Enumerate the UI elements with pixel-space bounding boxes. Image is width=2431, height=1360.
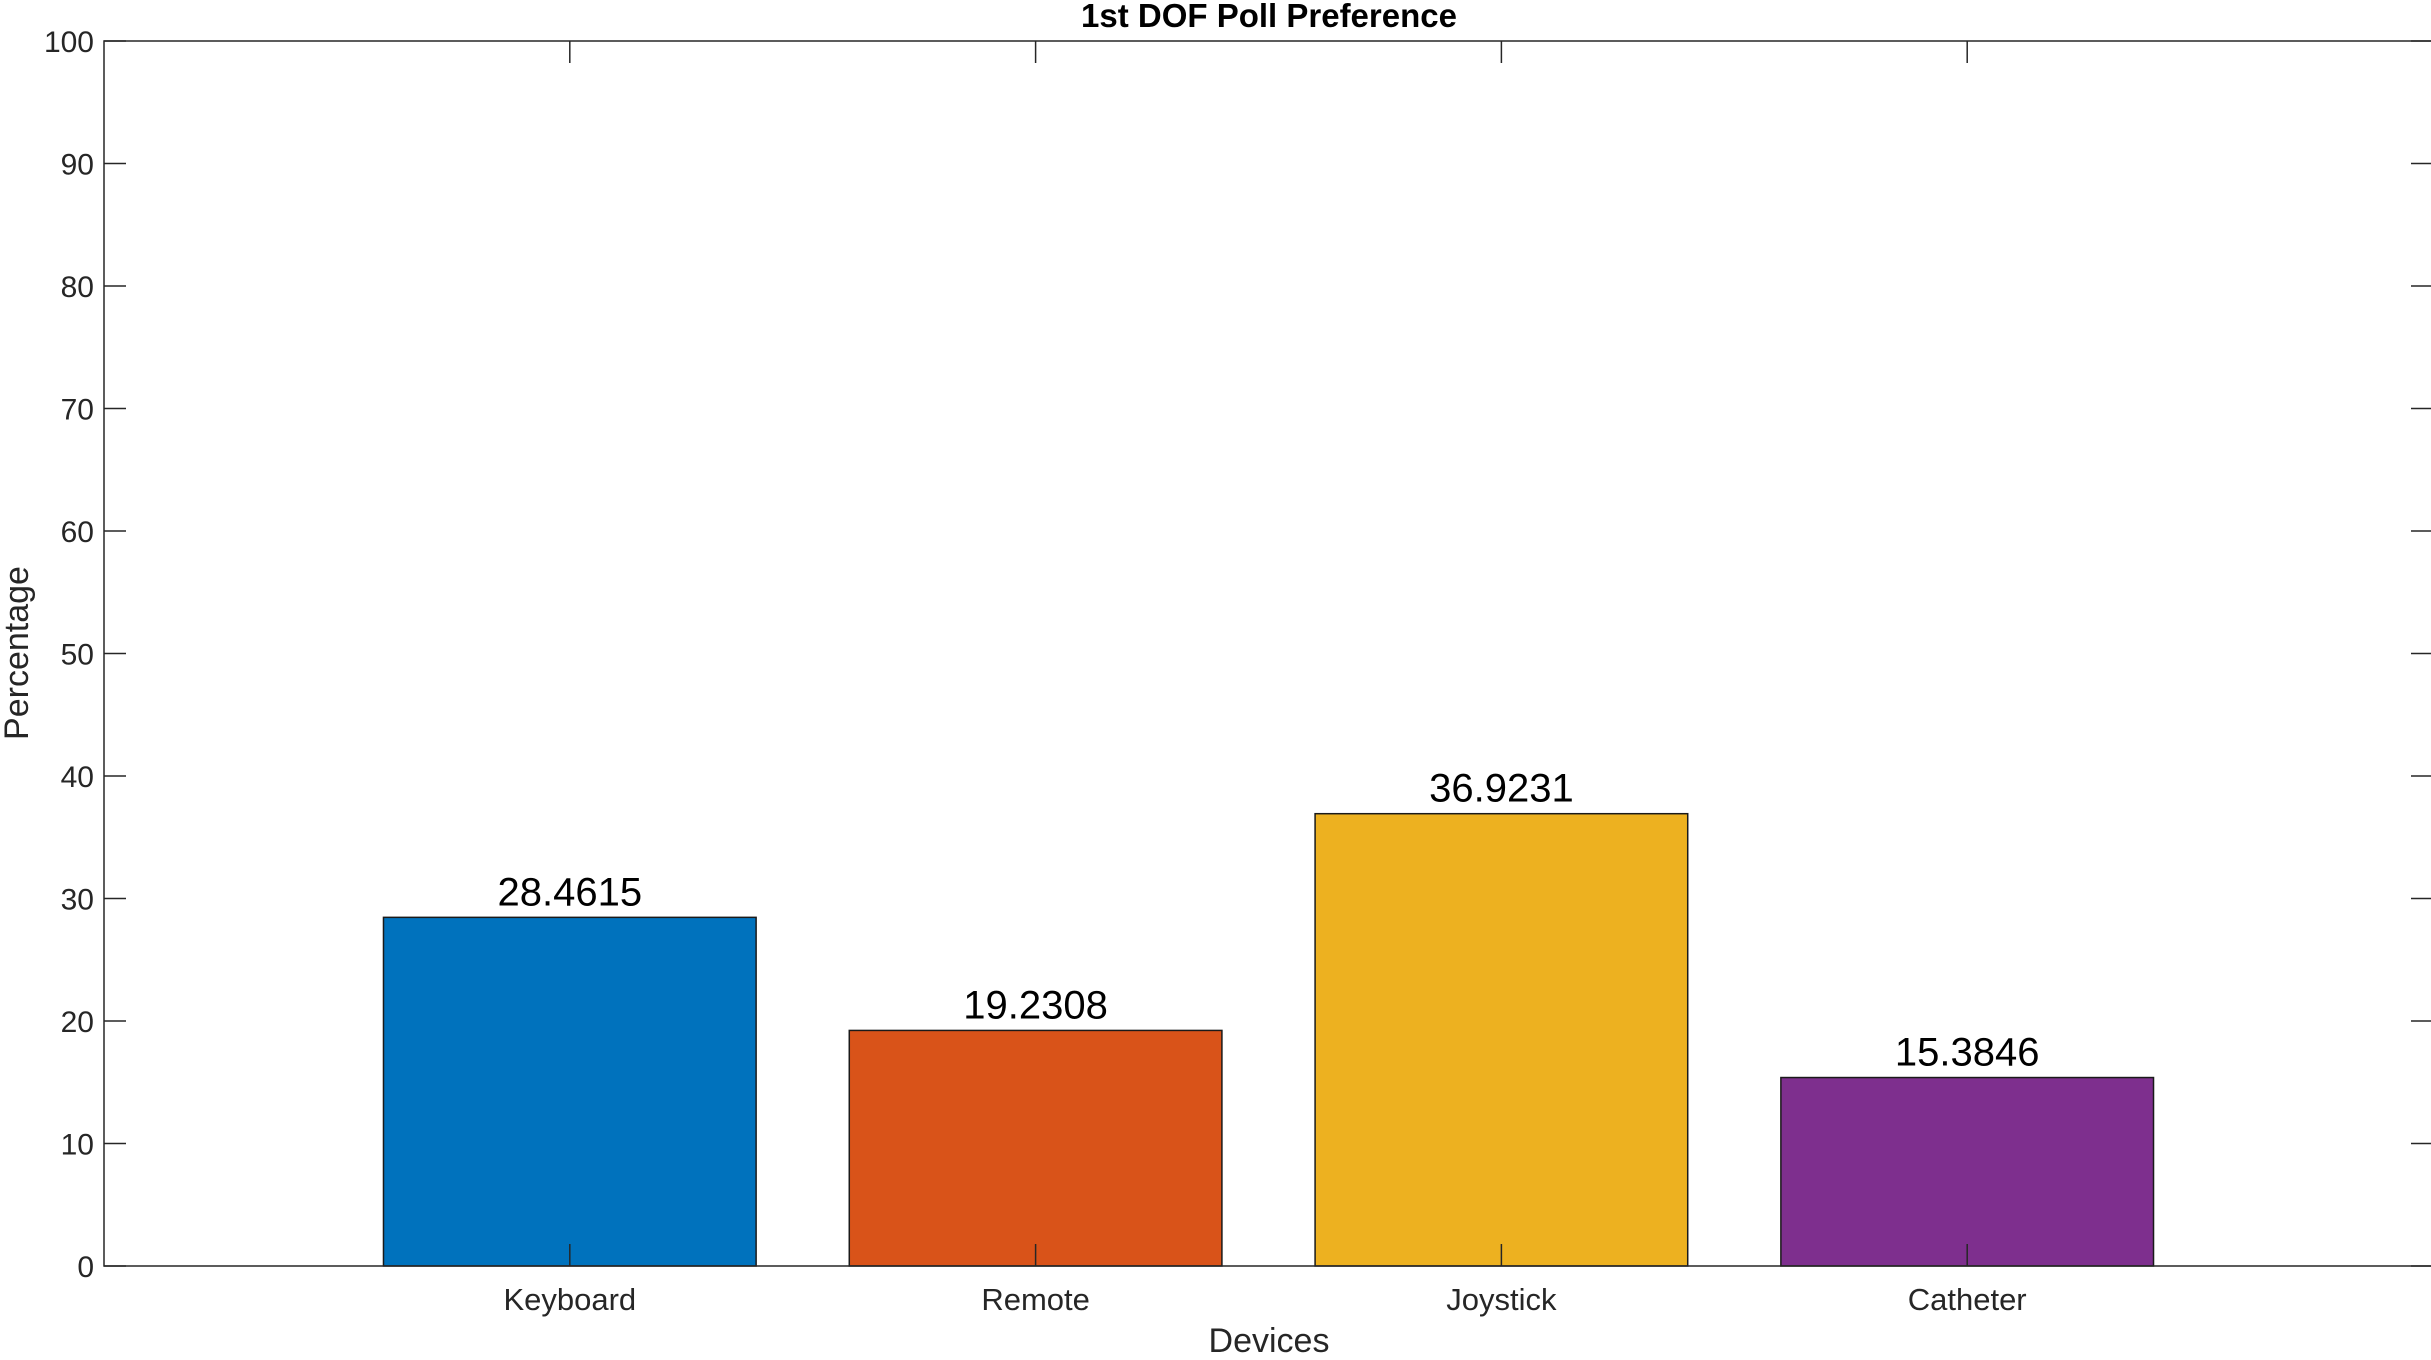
bars-layer [382, 812, 2155, 1267]
x-tick-label-keyboard: Keyboard [503, 1282, 636, 1317]
bar-remote [848, 1029, 1223, 1267]
y-tick-label: 40 [61, 761, 94, 794]
x-axis: Keyboard Remote Joystick Catheter [503, 41, 2027, 1317]
y-tick-label: 50 [61, 639, 94, 672]
x-tick-label-joystick: Joystick [1446, 1282, 1557, 1317]
data-label-catheter: 15.3846 [1895, 1031, 2040, 1075]
y-tick-label: 70 [61, 394, 94, 427]
y-tick-label: 90 [61, 149, 94, 182]
bar-catheter [1780, 1076, 2155, 1267]
chart-title: 1st DOF Poll Preference [1081, 0, 1457, 34]
data-label-remote: 19.2308 [963, 983, 1108, 1027]
y-tick-label: 30 [61, 884, 94, 917]
x-axis-title: Devices [1209, 1322, 1330, 1355]
y-tick-label: 80 [61, 271, 94, 304]
y-tick-label: 20 [61, 1006, 94, 1039]
data-label-joystick: 36.9231 [1429, 767, 1574, 811]
y-tick-label: 10 [61, 1129, 94, 1162]
bar-joystick [1314, 812, 1689, 1267]
y-axis-title: Percentage [0, 566, 36, 740]
y-tick-label: 0 [77, 1251, 94, 1284]
bar-keyboard [382, 916, 757, 1267]
y-tick-label: 100 [44, 26, 94, 59]
data-label-keyboard: 28.4615 [498, 870, 643, 914]
y-axis: 0 10 20 30 40 50 60 70 80 90 100 [44, 26, 2431, 1284]
value-labels-layer: 28.4615 19.2308 36.9231 15.3846 [498, 767, 2040, 1075]
x-tick-label-remote: Remote [981, 1282, 1090, 1317]
x-tick-label-catheter: Catheter [1908, 1282, 2027, 1317]
y-tick-label: 60 [61, 516, 94, 549]
